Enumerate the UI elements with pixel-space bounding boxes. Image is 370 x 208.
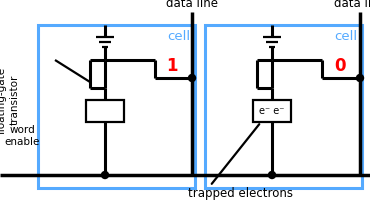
Text: data line: data line — [166, 0, 218, 10]
Bar — [205, 25, 362, 188]
Circle shape — [269, 172, 276, 178]
Bar — [86, 100, 124, 122]
Circle shape — [357, 74, 363, 82]
Text: trapped electrons: trapped electrons — [188, 187, 293, 199]
Text: e⁻ e⁻: e⁻ e⁻ — [259, 106, 285, 116]
Text: cell: cell — [334, 30, 357, 43]
Bar — [253, 100, 291, 122]
Bar — [38, 25, 195, 188]
Text: 1: 1 — [166, 57, 178, 75]
Text: word
enable: word enable — [4, 125, 40, 147]
Text: floating-gate
transistor: floating-gate transistor — [0, 66, 19, 134]
Text: cell: cell — [167, 30, 190, 43]
Circle shape — [188, 74, 195, 82]
Circle shape — [101, 172, 108, 178]
Text: data line: data line — [334, 0, 370, 10]
Text: 0: 0 — [334, 57, 346, 75]
